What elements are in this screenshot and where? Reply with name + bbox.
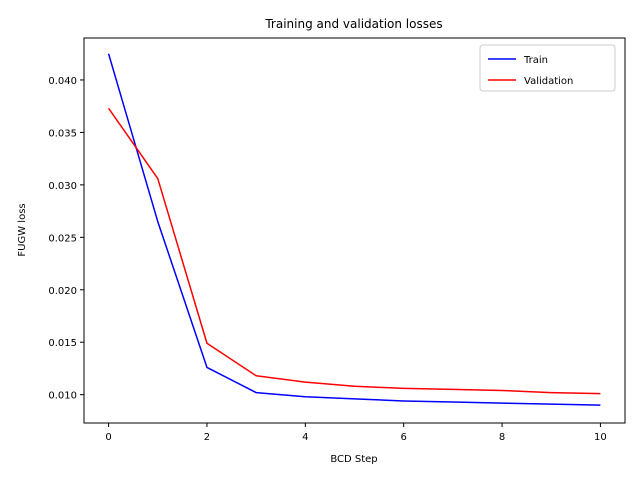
x-axis: 0 2 4 6 8 10 — [105, 423, 607, 443]
y-axis-title: FUGW loss — [17, 203, 28, 256]
y-tick-label: 0.035 — [48, 128, 77, 139]
legend-label-validation: Validation — [524, 76, 573, 87]
x-tick-label: 8 — [499, 432, 505, 443]
y-tick-label: 0.020 — [48, 286, 77, 297]
x-tick-label: 6 — [400, 432, 406, 443]
plot-frame — [83, 37, 626, 424]
chart-title: Training and validation losses — [264, 17, 442, 31]
x-tick-label: 0 — [105, 432, 111, 443]
series-line-validation — [107, 107, 601, 395]
x-tick-label: 10 — [594, 432, 607, 443]
y-tick-label: 0.015 — [48, 338, 77, 349]
series-line-train — [107, 53, 601, 406]
y-tick-label: 0.010 — [48, 391, 77, 402]
plot-lines — [107, 53, 601, 406]
y-tick-label: 0.040 — [48, 76, 77, 87]
y-tick-label: 0.030 — [48, 181, 77, 192]
y-axis: 0.010 0.015 0.020 0.025 0.030 0.035 0.040 — [48, 76, 84, 402]
x-axis-title: BCD Step — [330, 454, 377, 465]
x-tick-label: 4 — [302, 432, 308, 443]
legend-label-train: Train — [523, 55, 548, 66]
legend: Train Validation — [479, 44, 616, 92]
x-tick-label: 2 — [204, 432, 210, 443]
y-tick-label: 0.025 — [48, 233, 77, 244]
